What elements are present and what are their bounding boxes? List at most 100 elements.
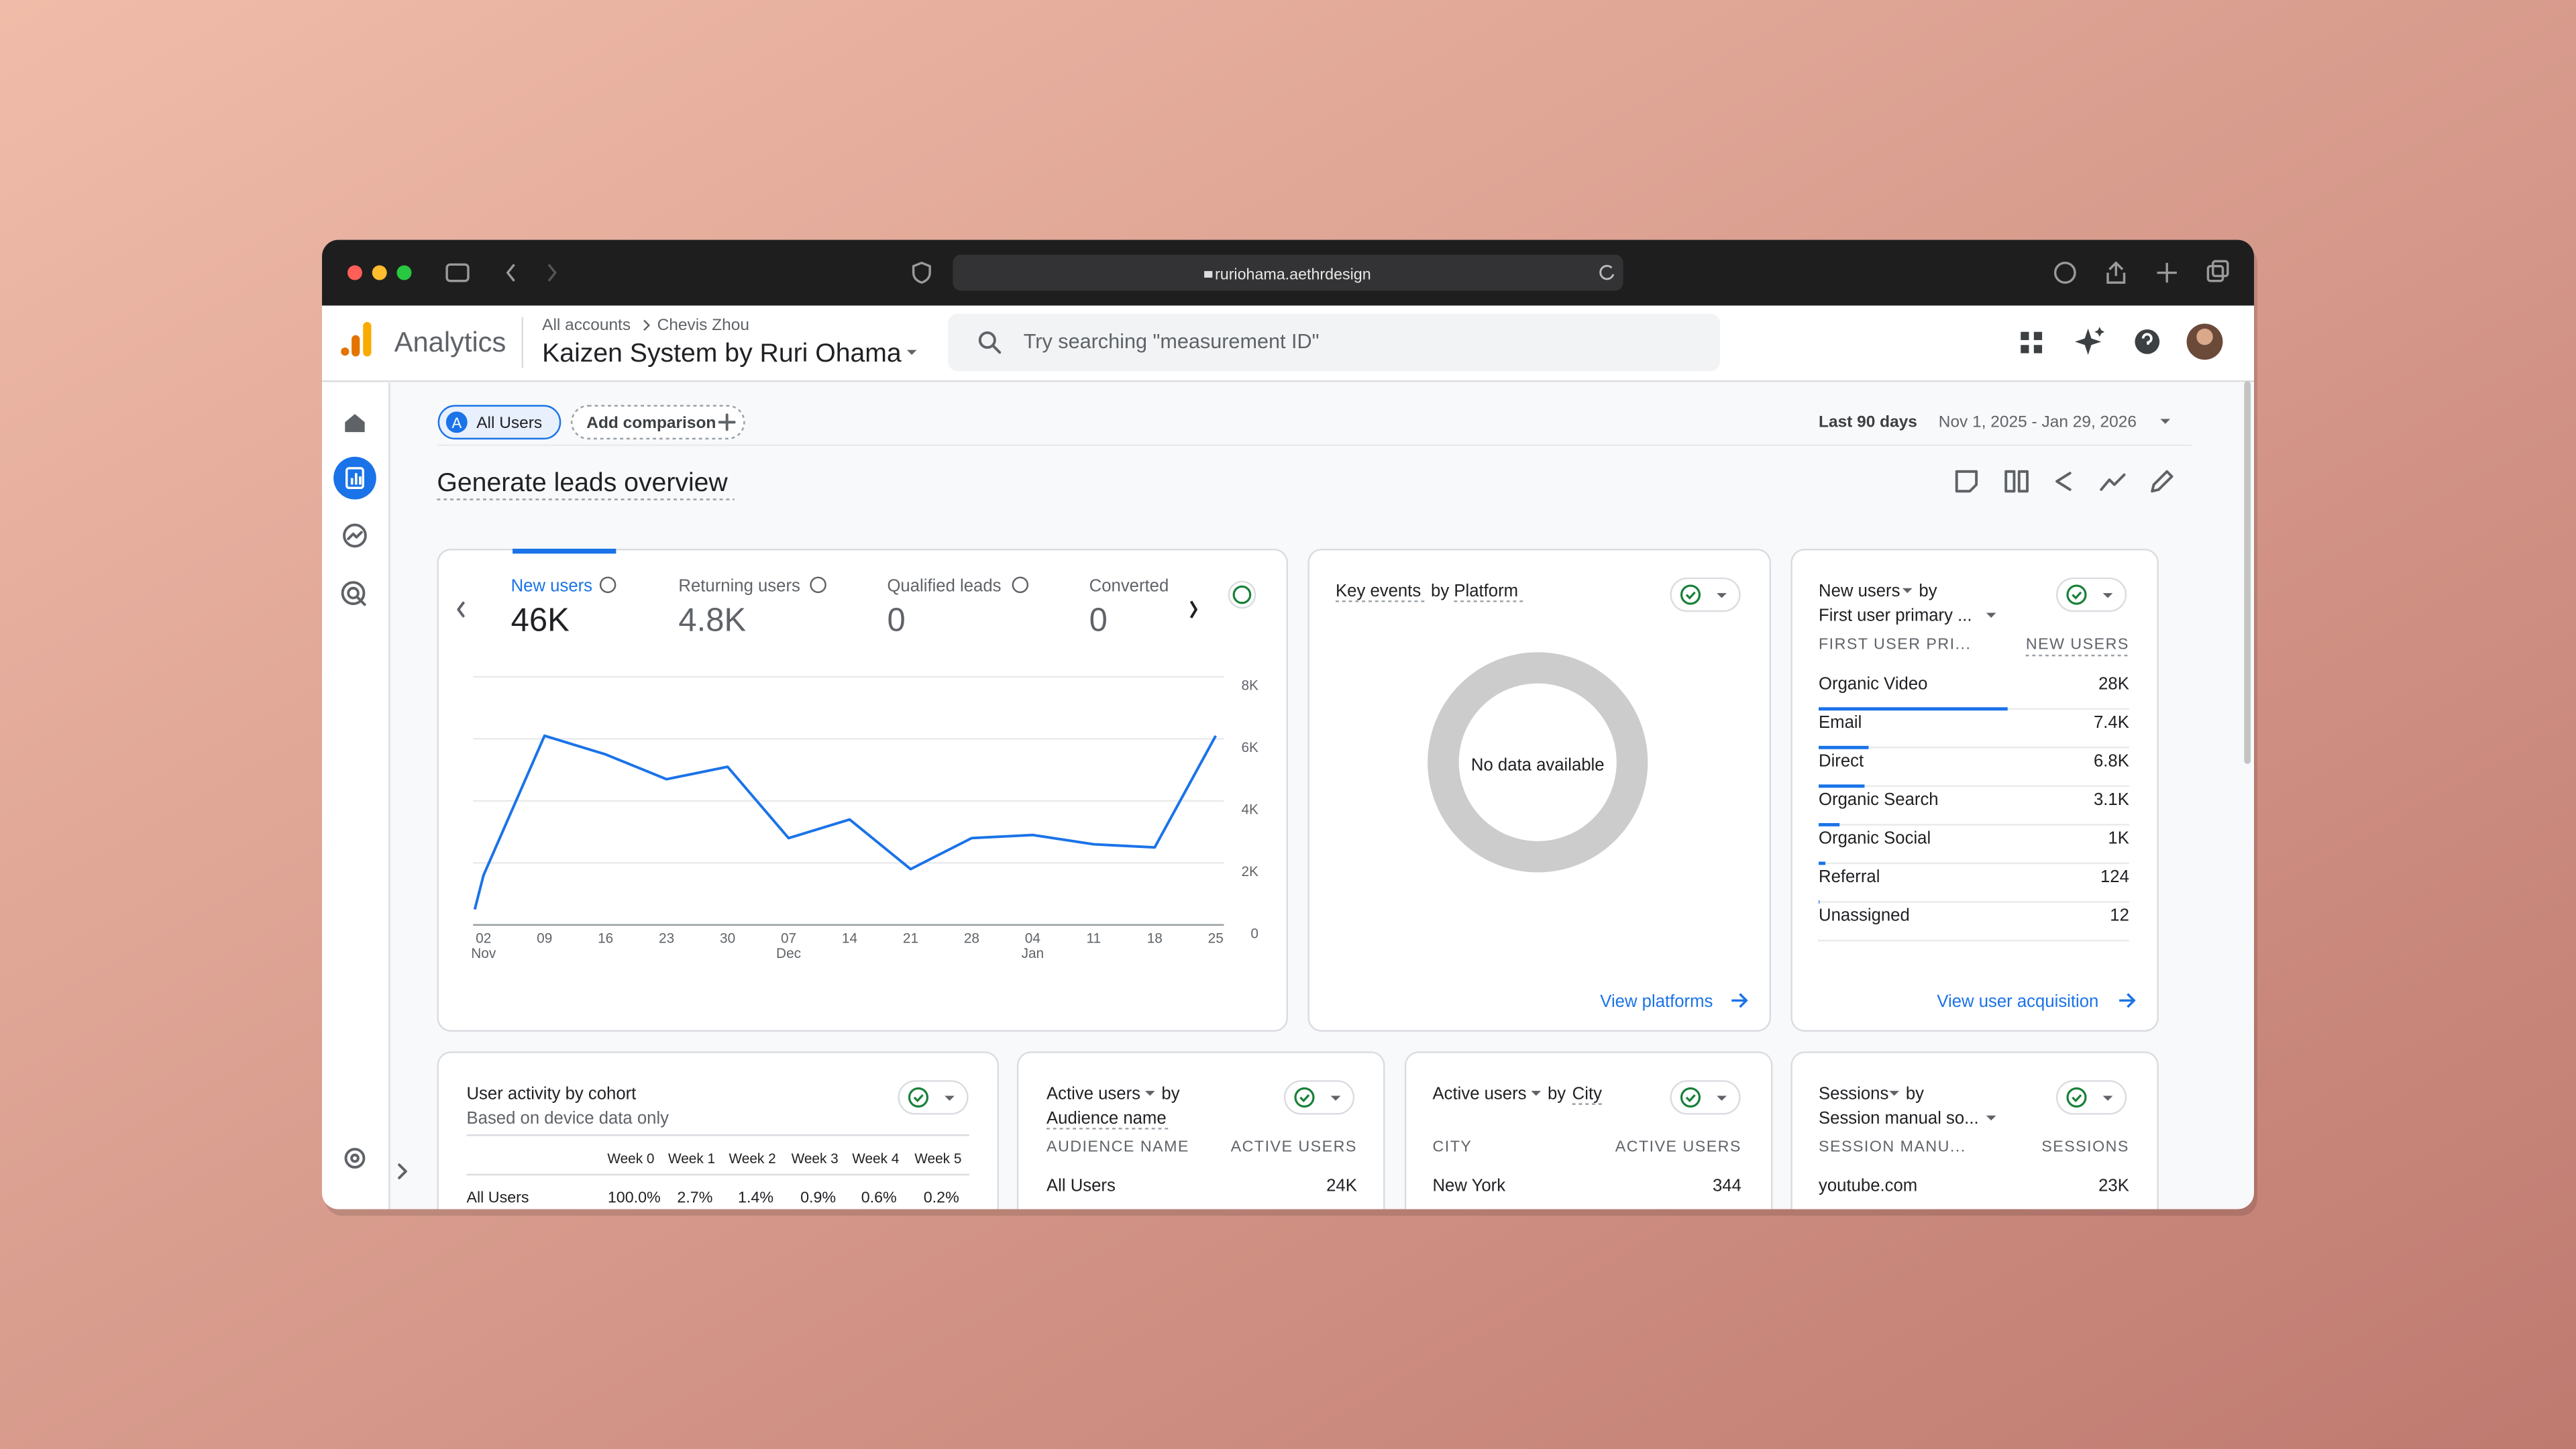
row-value: 344 (1713, 1177, 1741, 1195)
card-options[interactable] (897, 1079, 969, 1116)
segment-chip[interactable] (437, 405, 561, 440)
metric-dropdown[interactable] (1889, 1091, 1900, 1096)
cohort-cell: 0.2% (924, 1189, 959, 1206)
dimension-dropdown[interactable] (1986, 1115, 1996, 1121)
tabs-button[interactable] (2206, 265, 2224, 282)
x-tick-label: 07 (781, 931, 796, 947)
card-title[interactable]: Sessions (1819, 1084, 1888, 1103)
row-name: Organic Video (1819, 674, 1927, 693)
column-header[interactable]: NEW USERS (2026, 635, 2129, 652)
reload-button[interactable] (1599, 264, 1615, 280)
card-title[interactable]: Active users (1433, 1084, 1527, 1103)
back-button[interactable] (506, 264, 515, 282)
card-options[interactable] (2055, 1079, 2127, 1116)
metric-label[interactable]: Returning users (678, 577, 800, 596)
table: CITY ACTIVE USERS New York 344 (1432, 1138, 1741, 1210)
nav-home[interactable] (345, 414, 365, 433)
metric-prev[interactable] (457, 601, 465, 618)
column-header: SESSION MANU... (1819, 1138, 1966, 1155)
card-title[interactable]: First user primary ... (1819, 606, 1972, 625)
card-options[interactable] (1283, 1079, 1355, 1116)
close-button[interactable] (347, 265, 362, 280)
share-report-button[interactable] (2055, 472, 2072, 491)
card-link[interactable]: View user acquisition (1937, 992, 2098, 1011)
row-value: 3.1K (2094, 790, 2129, 809)
new-tab-button[interactable] (2157, 262, 2177, 283)
card-options[interactable] (1670, 1079, 1741, 1116)
annotate-button[interactable] (1955, 470, 1978, 493)
edit-button[interactable] (2151, 470, 2174, 493)
card-title[interactable]: New users (1819, 582, 1900, 600)
address-bar[interactable] (953, 254, 1623, 291)
card-options[interactable] (1670, 577, 1741, 612)
nav-expand[interactable] (398, 1163, 407, 1179)
search-box[interactable] (948, 313, 1721, 372)
metrics-check[interactable] (1228, 580, 1256, 609)
add-comparison-chip[interactable] (571, 405, 745, 440)
line-chart: 0 2K 4K 6K 8K 02 09 16 23 30 07 14 21 28 04 11 18 25 Nov De… (471, 676, 1258, 961)
card-title[interactable]: City (1572, 1084, 1602, 1103)
card-title[interactable]: Active users (1046, 1084, 1140, 1103)
card-title[interactable]: Key events (1336, 582, 1421, 600)
metric-dropdown[interactable] (1531, 1091, 1542, 1096)
insights-button[interactable] (2100, 473, 2126, 491)
date-label[interactable]: Last 90 days (1819, 413, 1917, 431)
privacy-icon[interactable] (912, 261, 931, 284)
property-name[interactable]: Kaizen System by Ruri Ohama (542, 339, 902, 368)
x-tick-label: 28 (964, 931, 979, 947)
y-tick-label: 6K (1241, 740, 1258, 755)
x-tick-label: 30 (720, 931, 735, 947)
metric-next[interactable] (1189, 600, 1198, 619)
table: AUDIENCE NAME ACTIVE USERS All Users 24K (1046, 1138, 1357, 1210)
row-name: Organic Social (1819, 829, 1931, 848)
column-header: Week 4 (852, 1151, 899, 1167)
card-title[interactable]: Platform (1454, 582, 1518, 600)
minimize-button[interactable] (372, 265, 387, 280)
date-dropdown[interactable] (2160, 419, 2171, 424)
column-header: CITY (1433, 1138, 1472, 1155)
share-button[interactable] (2106, 261, 2126, 284)
metric-label[interactable]: New users (511, 577, 592, 596)
metric-dropdown[interactable] (1902, 588, 1913, 594)
cohort-cell: 2.7% (677, 1189, 712, 1206)
metric-dropdown[interactable] (1144, 1091, 1155, 1096)
city-card (1404, 1051, 1773, 1210)
forward-button[interactable] (547, 264, 557, 282)
card-options[interactable] (2055, 577, 2127, 612)
downloads-button[interactable] (2053, 262, 2076, 284)
metric-label[interactable]: Qualified leads (887, 577, 1001, 596)
apps-icon[interactable] (2021, 331, 2043, 354)
sidebar-toggle[interactable] (445, 263, 470, 282)
property-dropdown[interactable] (906, 350, 917, 355)
metrics-card (437, 548, 1288, 1032)
metric-label[interactable]: Converted (1089, 577, 1169, 596)
breadcrumb[interactable]: All accounts (542, 316, 631, 334)
breadcrumb[interactable]: Chevis Zhou (657, 316, 749, 334)
card-title: by (1919, 582, 1937, 600)
row-name: All Users (467, 1189, 529, 1206)
compare-button[interactable] (2004, 470, 2029, 493)
row-name: Organic Search (1819, 790, 1939, 809)
segment-name: All Users (476, 414, 542, 432)
column-header: SESSIONS (2041, 1138, 2129, 1155)
card-link[interactable]: View platforms (1600, 992, 1713, 1011)
gemini-icon[interactable] (2075, 327, 2105, 355)
x-tick-label: 25 (1208, 931, 1224, 947)
card-title: by (1906, 1084, 1924, 1103)
column-header: ACTIVE USERS (1231, 1138, 1357, 1155)
card-title[interactable]: Session manual so... (1819, 1109, 1979, 1128)
nav-advertising[interactable] (341, 581, 366, 606)
scrollbar[interactable] (2244, 381, 2251, 764)
card-title[interactable]: Audience name (1046, 1109, 1167, 1128)
column-header[interactable]: FIRST USER PRI... (1819, 635, 1971, 652)
date-range[interactable]: Nov 1, 2025 - Jan 29, 2026 (1939, 413, 2137, 431)
zoom-button[interactable] (396, 265, 412, 280)
nav-settings[interactable] (344, 1148, 366, 1169)
dimension-dropdown[interactable] (1986, 612, 1996, 618)
lock-icon (1204, 271, 1213, 278)
row-value: 28K (2098, 674, 2129, 693)
nav-explore[interactable] (343, 523, 367, 548)
column-header: Week 5 (914, 1151, 961, 1167)
x-tick-label: 21 (903, 931, 918, 947)
